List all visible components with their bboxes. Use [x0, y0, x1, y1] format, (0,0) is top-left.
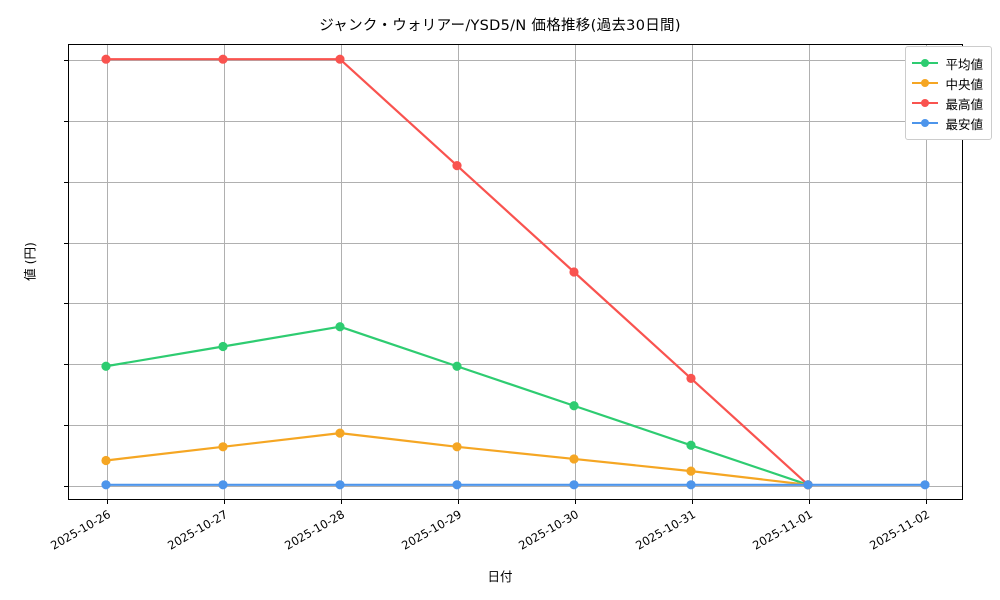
- data-point-marker: [101, 54, 111, 64]
- chart-title: ジャンク・ウォリアー/YSD5/N 価格推移(過去30日間): [319, 18, 681, 34]
- data-point-marker: [686, 480, 696, 490]
- y-axis-tick: [64, 303, 69, 305]
- data-point-marker: [569, 480, 579, 490]
- data-point-marker: [452, 480, 462, 490]
- gridline-horizontal: [69, 485, 962, 487]
- legend-label: 最安値: [945, 116, 983, 132]
- x-axis-label: 日付: [487, 569, 513, 584]
- data-point-marker: [452, 161, 462, 171]
- series-line: [104, 58, 810, 486]
- data-point-marker: [569, 454, 579, 464]
- series-line: [104, 325, 810, 486]
- gridline-vertical: [926, 45, 927, 499]
- legend-item[interactable]: 平均値: [912, 53, 983, 73]
- legend-swatch-icon: [912, 116, 939, 130]
- gridline-horizontal: [69, 303, 962, 305]
- gridline-horizontal: [69, 242, 962, 244]
- legend-swatch-icon: [912, 56, 939, 70]
- x-axis-tick: [224, 499, 225, 504]
- data-point-marker: [335, 480, 345, 490]
- gridline-horizontal: [69, 425, 962, 426]
- x-axis-tick: [926, 499, 927, 504]
- gridline-vertical: [458, 45, 459, 499]
- x-axis-tick: [107, 499, 108, 504]
- x-axis-tick: [809, 499, 810, 504]
- y-axis-tick: [64, 485, 69, 487]
- x-axis-tick: [458, 499, 459, 504]
- data-point-marker: [335, 322, 345, 332]
- y-axis-tick: [64, 364, 69, 366]
- data-point-marker: [452, 442, 462, 452]
- data-point-marker: [452, 361, 462, 371]
- data-point-marker: [803, 480, 813, 490]
- legend-label: 中央値: [945, 76, 983, 92]
- data-point-marker: [569, 401, 579, 411]
- legend-label: 最高値: [945, 96, 983, 112]
- legend-label: 平均値: [945, 56, 983, 72]
- legend-item[interactable]: 最安値: [912, 113, 983, 133]
- gridline-vertical: [341, 45, 342, 499]
- gridline-vertical: [809, 45, 810, 499]
- gridline-horizontal: [69, 121, 962, 122]
- data-point-marker: [686, 373, 696, 383]
- gridline-vertical: [692, 45, 693, 499]
- x-axis-tick: [341, 499, 342, 504]
- data-point-marker: [218, 480, 228, 490]
- data-point-marker: [569, 267, 579, 277]
- y-axis-tick: [64, 425, 69, 426]
- gridline-vertical: [107, 45, 108, 499]
- legend-swatch-icon: [912, 96, 939, 110]
- data-point-marker: [686, 440, 696, 450]
- series-line: [104, 432, 810, 486]
- data-point-marker: [335, 54, 345, 64]
- data-point-marker: [101, 455, 111, 466]
- gridline-horizontal: [69, 181, 962, 183]
- data-point-marker: [218, 54, 228, 64]
- legend-item[interactable]: 中央値: [912, 73, 983, 93]
- data-point-marker: [101, 361, 111, 371]
- y-axis-tick: [64, 121, 69, 122]
- data-point-marker: [218, 341, 228, 352]
- legend-swatch-icon: [912, 76, 939, 90]
- chart-legend: 平均値中央値最高値最安値: [905, 46, 992, 140]
- plot-area: [64, 44, 963, 504]
- x-axis-tick: [692, 499, 693, 504]
- legend-item[interactable]: 最高値: [912, 93, 983, 113]
- gridline-horizontal: [69, 364, 962, 366]
- gridline-vertical: [224, 45, 225, 499]
- y-axis-tick: [64, 60, 69, 62]
- x-axis-tick: [575, 499, 576, 504]
- data-point-marker: [686, 466, 696, 476]
- data-point-marker: [920, 480, 930, 490]
- data-point-marker: [101, 480, 111, 490]
- data-point-marker: [218, 442, 228, 452]
- data-point-marker: [335, 428, 345, 438]
- y-axis-tick: [64, 181, 69, 183]
- gridline-horizontal: [69, 60, 962, 62]
- y-axis-tick: [64, 242, 69, 244]
